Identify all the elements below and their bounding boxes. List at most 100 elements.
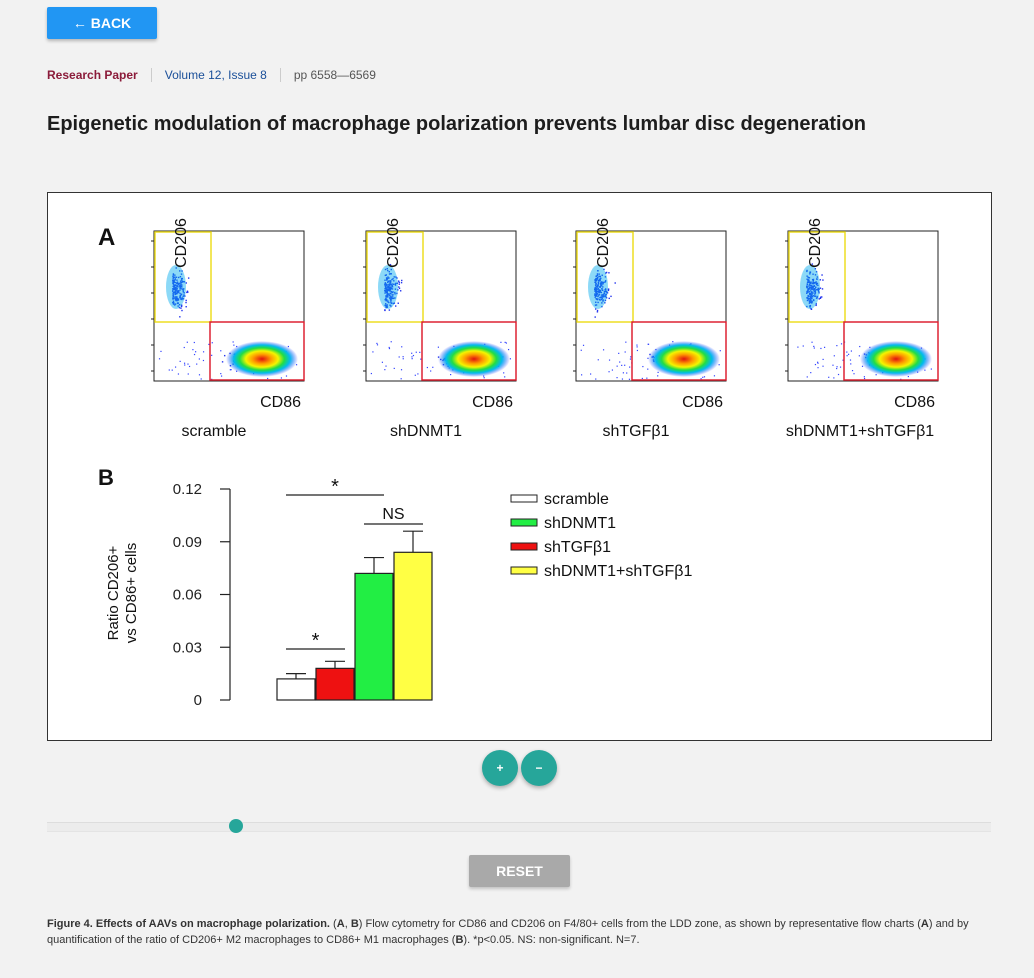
scatter-point [599, 285, 602, 288]
scatter-point [812, 281, 814, 283]
scatter-point [392, 283, 395, 285]
scatter-point [608, 297, 610, 300]
scatter-point [605, 271, 608, 274]
scatter-point [390, 293, 392, 295]
scatter-point [807, 294, 809, 297]
scatter-point [385, 305, 387, 308]
scatter-point [814, 274, 817, 276]
scatter-point [811, 300, 813, 302]
scatter-point [851, 370, 854, 372]
caption-text: ). *p<0.05. NS: non-significant. N=7. [463, 934, 640, 946]
scatter-point [601, 302, 603, 304]
scatter-point [636, 346, 638, 348]
scatter-point [181, 286, 183, 288]
zoom-slider[interactable] [47, 822, 991, 832]
scatter-point [806, 376, 808, 378]
article-volume-link[interactable]: Volume 12, Issue 8 [164, 68, 267, 82]
scatter-point [657, 371, 659, 374]
significance-annotation: * [286, 476, 384, 498]
scatter-point [390, 268, 392, 271]
scatter-point [387, 289, 390, 291]
reset-button[interactable]: RESET [469, 855, 570, 887]
scatter-point [621, 378, 624, 380]
scatter-point [181, 298, 183, 301]
scatter-point [602, 349, 605, 351]
scatter-point [603, 268, 605, 271]
scatter-point [657, 375, 659, 377]
flow-plot: CD86 CD206 shDNMT1+shTGFβ1 [785, 218, 939, 440]
scatter-point [713, 375, 716, 377]
scatter-point [598, 290, 601, 292]
scatter-point [198, 374, 201, 376]
scatter-point [806, 269, 808, 272]
back-button[interactable]: ← BACK [47, 7, 157, 39]
scatter-point [807, 287, 810, 290]
scatter-point [179, 289, 181, 291]
scatter-point [174, 281, 176, 284]
scatter-point [400, 369, 403, 371]
scatter-point [180, 298, 182, 300]
scatter-point [172, 273, 175, 275]
scatter-point [813, 281, 816, 284]
scatter-point [815, 282, 817, 285]
scatter-point [809, 305, 811, 307]
zoom-out-button[interactable]: − [521, 750, 557, 786]
scatter-point [807, 289, 809, 291]
density-hotspot [648, 341, 720, 377]
scatter-point [229, 369, 231, 371]
scatter-point [393, 302, 396, 304]
scatter-point [388, 289, 391, 291]
scatter-point [500, 341, 502, 343]
scatter-point [183, 288, 185, 290]
figure-viewer[interactable]: A CD86 CD206 scramble CD86 CD206 shDNMT1 CD86 C… [47, 192, 992, 741]
scatter-point [412, 354, 415, 357]
scatter-point [806, 275, 808, 277]
scatter-point [809, 300, 811, 303]
scatter-point [599, 286, 601, 288]
panel-b: B 0 0.03 0.06 0.09 0.12 Ratio CD206+ vs CD86+ … [98, 465, 692, 709]
caption-text: ( [330, 918, 337, 930]
scatter-point [172, 298, 174, 300]
panel-a: A CD86CD206scrambleCD86CD206shDNMT1CD86C… [98, 218, 939, 440]
zoom-slider-thumb[interactable] [228, 819, 243, 833]
scatter-point [394, 288, 397, 290]
scatter-point [822, 279, 824, 281]
scatter-point [597, 282, 600, 284]
scatter-point [809, 297, 812, 299]
article-pages: pp 6558—6569 [293, 68, 376, 82]
scatter-point [172, 290, 174, 292]
scatter-point [437, 346, 439, 348]
scatter-point [647, 357, 649, 359]
scatter-point [597, 298, 599, 300]
bar-chart: 0 0.03 0.06 0.09 0.12 Ratio CD206+ vs CD86+ ce… [105, 476, 692, 709]
caption-ref: B [455, 934, 464, 946]
scatter-point [812, 282, 815, 284]
scatter-point [812, 279, 814, 281]
scatter-point [394, 291, 396, 294]
scatter-point [813, 345, 815, 348]
scatter-point [385, 298, 387, 300]
scatter-point [196, 363, 198, 365]
scatter-point [397, 289, 399, 291]
scatter-point [387, 281, 389, 283]
scatter-point [384, 282, 387, 284]
scatter-point [598, 275, 600, 278]
scatter-point [595, 278, 597, 280]
scatter-point [388, 271, 391, 273]
scatter-point [817, 362, 819, 364]
scatter-point [187, 363, 189, 365]
zoom-in-button[interactable]: + [482, 750, 518, 786]
scatter-point [390, 273, 392, 275]
gate-cd86 [421, 321, 517, 381]
scatter-point [395, 276, 397, 278]
panel-b-letter: B [98, 465, 114, 490]
scatter-point [172, 300, 175, 302]
scatter-point [861, 365, 864, 367]
scatter-point [187, 291, 189, 293]
scatter-point [811, 297, 813, 300]
scatter-point [386, 286, 388, 289]
caption-title: Figure 4. Effects of AAVs on macrophage … [47, 918, 330, 930]
scatter-point [614, 282, 616, 284]
scatter-point [597, 359, 599, 361]
plot-title: scramble [182, 423, 247, 440]
